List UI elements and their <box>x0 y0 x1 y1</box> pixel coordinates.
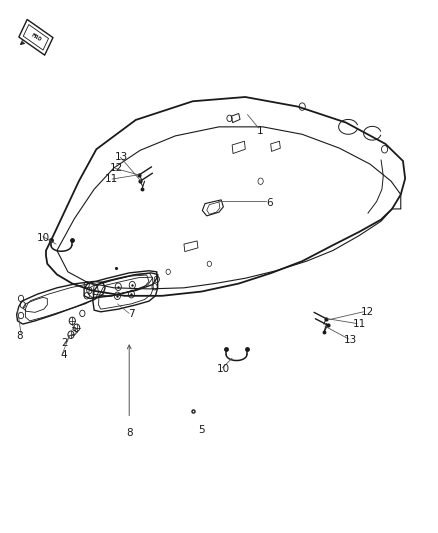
Text: 12: 12 <box>110 163 123 173</box>
Text: 6: 6 <box>266 198 273 207</box>
Text: 8: 8 <box>126 428 133 438</box>
Text: 8: 8 <box>16 331 23 341</box>
Text: 10: 10 <box>217 365 230 374</box>
Text: 11: 11 <box>105 174 118 183</box>
Text: 7: 7 <box>128 310 135 319</box>
Text: 2: 2 <box>61 338 68 348</box>
Text: 4: 4 <box>60 350 67 360</box>
Text: 1: 1 <box>257 126 264 135</box>
Text: 5: 5 <box>198 425 205 435</box>
Text: 12: 12 <box>360 307 374 317</box>
Text: 13: 13 <box>344 335 357 345</box>
Text: FRO: FRO <box>30 33 42 43</box>
Text: 11: 11 <box>353 319 366 328</box>
Text: 10: 10 <box>36 233 49 243</box>
Text: 13: 13 <box>115 152 128 161</box>
Text: 3: 3 <box>70 327 77 336</box>
